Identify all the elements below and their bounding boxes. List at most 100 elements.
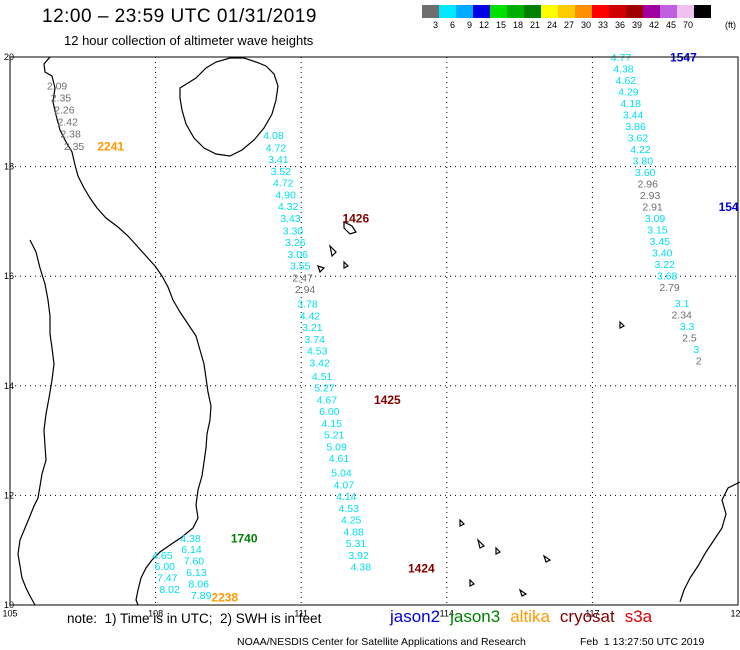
swh-value: 4.29 <box>618 86 639 98</box>
swh-value: 6.14 <box>181 544 202 556</box>
swh-value: 4.53 <box>307 346 328 358</box>
swh-value: 3.62 <box>628 132 649 144</box>
legend-label: 42 <box>648 20 659 30</box>
legend-swatch <box>541 5 558 18</box>
swh-value: 3.80 <box>633 155 654 167</box>
swh-value: 4.51 <box>312 371 333 383</box>
pass-label: 1426 <box>342 211 369 225</box>
legend-label: 27 <box>563 20 574 30</box>
legend-swatch <box>575 5 592 18</box>
swh-value: 4.53 <box>339 503 360 515</box>
satellite-jason3: jason3 <box>450 607 501 626</box>
swh-value: 3.30 <box>283 226 304 238</box>
swh-value: 5.31 <box>346 538 367 550</box>
credit-line: NOAA/NESDIS Center for Satellite Applica… <box>237 636 526 648</box>
legend-swatch <box>490 5 507 18</box>
lat-tick-label: 14 <box>4 381 14 391</box>
pass-label: 2238 <box>211 591 238 605</box>
swh-value: 4.18 <box>620 98 641 110</box>
swh-value: 2.79 <box>659 282 680 294</box>
swh-value: 3.78 <box>297 298 318 310</box>
swh-values: 2.092.352.262.422.382.354.084.723.413.52… <box>47 52 702 602</box>
legend-label: 36 <box>614 20 625 30</box>
swh-value: 4.32 <box>278 201 299 213</box>
swh-value: 3.42 <box>309 358 330 370</box>
legend-label: 9 <box>466 20 472 30</box>
swh-value: 4.77 <box>611 52 632 64</box>
legend-label: 3 <box>432 20 438 30</box>
swh-value: 4.38 <box>351 562 372 574</box>
lat-tick-label: 10 <box>4 600 14 610</box>
swh-value: 2.35 <box>64 141 85 153</box>
hainan-island <box>179 57 279 157</box>
paracel-islands <box>317 221 357 274</box>
swh-value: 4.65 <box>152 550 173 562</box>
swh-value: 3.55 <box>290 261 311 273</box>
swh-value: 4.14 <box>336 491 357 503</box>
generated-timestamp: Feb 1 13:27:50 UTC 2019 <box>580 636 705 648</box>
swh-value: 3.3 <box>680 321 695 333</box>
legend-label: 33 <box>597 20 608 30</box>
legend-labels: 3 6 9 12 15 18 21 24 27 30 33 36 39 42 45 70 <box>422 20 711 30</box>
swh-value: 3.26 <box>285 237 306 249</box>
swh-value: 2.34 <box>671 309 692 321</box>
legend-label <box>694 20 711 30</box>
swh-value: 2.94 <box>295 284 316 296</box>
legend-swatch <box>660 5 677 18</box>
legend-swatch <box>473 5 490 18</box>
legend-swatch <box>507 5 524 18</box>
footer-note: note: 1) Time is in UTC; 2) SWH is in fe… <box>67 611 322 626</box>
pass-label: 1424 <box>408 562 435 576</box>
swh-value: 4.88 <box>343 526 364 538</box>
swh-value: 2 <box>696 355 702 367</box>
swh-value: 2.93 <box>640 190 661 202</box>
swh-value: 8.06 <box>189 579 210 591</box>
swh-value: 4.90 <box>275 189 296 201</box>
swh-value: 3.09 <box>645 213 666 225</box>
swh-value: 2.38 <box>60 129 81 141</box>
legend-label: 18 <box>512 20 523 30</box>
legend-swatch <box>677 5 694 18</box>
swh-value: 3.06 <box>288 249 309 261</box>
swh-value: 3.21 <box>302 322 323 334</box>
lon-tick-label: 105 <box>2 608 17 618</box>
lat-tick-label: 20 <box>4 52 14 62</box>
swh-value: 4.38 <box>180 533 201 545</box>
swh-value: 4.38 <box>613 63 634 75</box>
swh-value: 7.60 <box>184 555 205 567</box>
swh-value: 3.74 <box>305 334 326 346</box>
legend-label: 70 <box>682 20 693 30</box>
pass-label: 1740 <box>231 531 258 545</box>
page-title: 12:00 – 23:59 UTC 01/31/2019 <box>42 6 317 27</box>
swh-value: 3.92 <box>348 550 369 562</box>
swh-value: 5.21 <box>324 429 345 441</box>
swh-value: 3.15 <box>647 224 668 236</box>
lat-tick-label: 16 <box>4 271 14 281</box>
swh-value: 6.00 <box>319 406 340 418</box>
legend-label: 39 <box>631 20 642 30</box>
color-legend: 3 6 9 12 15 18 21 24 27 30 33 36 39 42 45 70 <box>422 5 711 30</box>
swh-value: 4.42 <box>300 311 321 323</box>
gulf-coast-west <box>17 239 55 606</box>
legend-unit: (ft) <box>725 20 736 30</box>
swh-value: 6.13 <box>186 567 207 579</box>
legend-label: 30 <box>580 20 591 30</box>
lat-tick-label: 12 <box>4 490 14 500</box>
lat-tick-label: 18 <box>4 162 14 172</box>
swh-value: 2.35 <box>51 92 72 104</box>
legend-label: 45 <box>665 20 676 30</box>
swh-value: 2.5 <box>682 332 697 344</box>
swh-value: 3.1 <box>675 298 690 310</box>
legend-swatch <box>524 5 541 18</box>
swh-value: 8.02 <box>159 584 180 596</box>
swh-value: 7.89 <box>191 590 212 602</box>
legend-swatch <box>439 5 456 18</box>
lon-tick-label: 111 <box>294 608 308 618</box>
swh-value: 2.96 <box>637 178 658 190</box>
swh-value: 4.07 <box>334 479 355 491</box>
legend-label: 6 <box>449 20 455 30</box>
legend-swatch <box>558 5 575 18</box>
legend-swatch <box>592 5 609 18</box>
coastline <box>17 56 740 606</box>
legend-label: 12 <box>478 20 489 30</box>
